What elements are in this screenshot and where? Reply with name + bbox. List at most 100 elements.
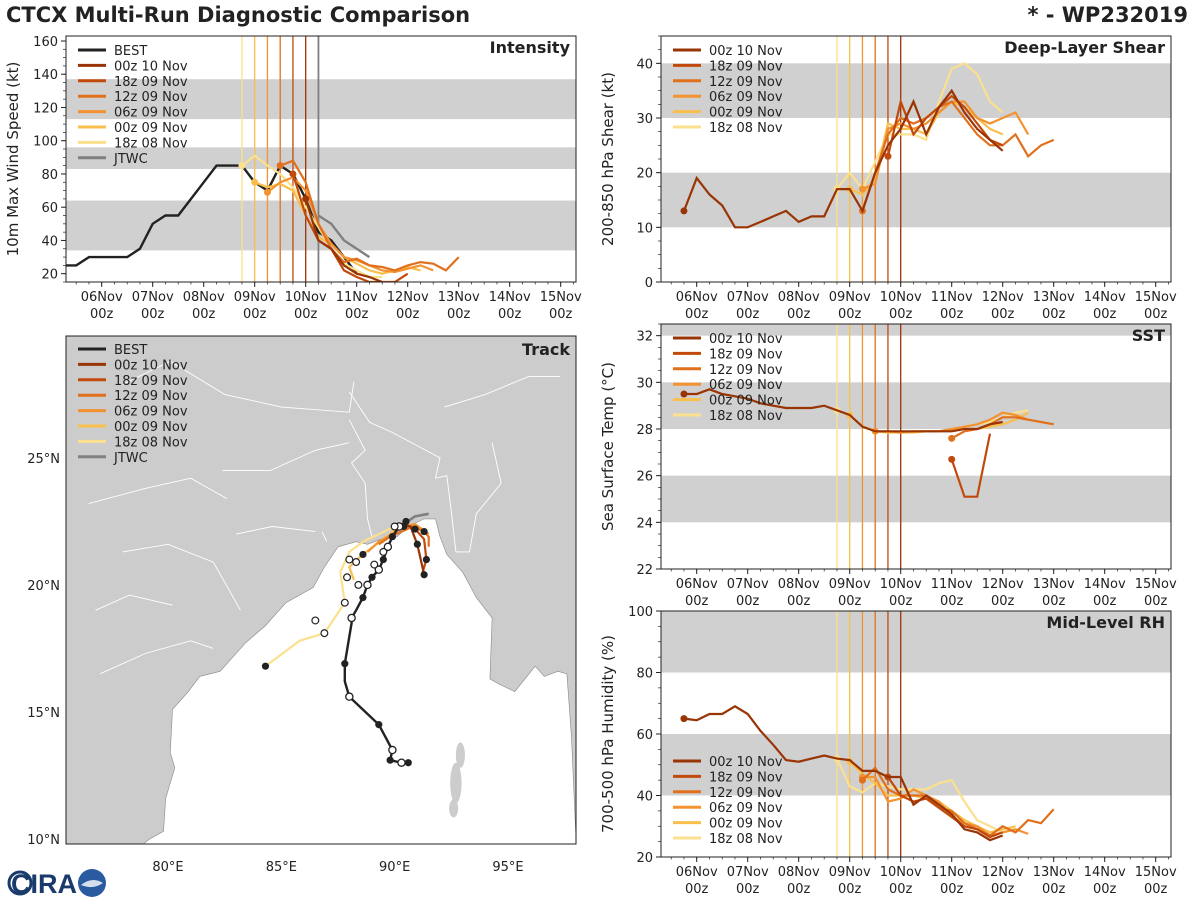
forecast-marker-open xyxy=(379,547,388,556)
legend-entry: 18z 09 Nov xyxy=(709,770,783,785)
y-tick-label: 30 xyxy=(636,376,653,391)
x-tick-label-date: 08Nov xyxy=(778,865,820,880)
legend-entry: 12z 09 Nov xyxy=(709,363,783,378)
y-tick-label: 26 xyxy=(636,470,653,485)
y-tick-label: 160 xyxy=(33,35,58,50)
x-tick-label-date: 11Nov xyxy=(931,290,973,305)
x-tick-label-date: 06Nov xyxy=(81,290,123,305)
country-border xyxy=(444,376,561,408)
forecast-marker-open xyxy=(370,560,379,569)
series-line-12z-09-nov xyxy=(279,159,460,272)
x-tick-label-hour: 00z xyxy=(1093,307,1117,322)
cira-logo: CIRA xyxy=(5,866,115,904)
x-tick-label-hour: 00z xyxy=(991,882,1015,897)
x-tick-label-date: 06Nov xyxy=(676,290,718,305)
forecast-marker-open xyxy=(311,616,320,625)
map-lon-label: 85°E xyxy=(266,860,297,875)
legend-entry: 06z 09 Nov xyxy=(709,90,783,105)
y-tick-label: 20 xyxy=(636,851,653,866)
series-group xyxy=(680,705,1055,842)
y-tick-label: 10 xyxy=(636,221,653,236)
x-tick-label-hour: 00z xyxy=(1144,882,1168,897)
track-marker xyxy=(261,662,270,670)
best-track-marker-open xyxy=(347,613,356,623)
y-tick-label: 60 xyxy=(636,728,653,743)
panel-title: Intensity xyxy=(490,38,571,57)
panel-title: Mid-Level RH xyxy=(1046,613,1165,632)
threshold-band xyxy=(661,324,1171,336)
x-tick-label-date: 10Nov xyxy=(880,290,922,305)
y-tick-label: 120 xyxy=(33,101,58,116)
legend-entry: BEST xyxy=(114,44,147,59)
forecast-marker-open xyxy=(390,522,399,531)
threshold-band xyxy=(661,475,1171,523)
x-tick-label-date: 09Nov xyxy=(829,865,871,880)
island xyxy=(455,742,465,768)
legend-entry: 18z 08 Nov xyxy=(709,409,783,424)
y-axis-label: 200-850 hPa Shear (kt) xyxy=(599,72,617,246)
series-line-00z-10-nov xyxy=(684,388,1003,433)
track-marker xyxy=(420,571,428,579)
x-tick-label-hour: 00z xyxy=(940,594,964,609)
x-tick-label-hour: 00z xyxy=(991,307,1015,322)
forecast-marker-open xyxy=(352,558,361,567)
legend-entry: 00z 10 Nov xyxy=(709,755,783,770)
x-tick-label-hour: 00z xyxy=(345,307,369,322)
map-lat-label: 20°N xyxy=(27,579,60,594)
track-marker xyxy=(422,555,430,564)
x-tick-label-hour: 00z xyxy=(1042,594,1066,609)
threshold-band xyxy=(66,79,576,120)
track-marker xyxy=(411,525,419,533)
y-tick-label: 40 xyxy=(41,234,58,249)
map-layer xyxy=(66,336,576,900)
legend-entry: JTWC xyxy=(113,451,148,466)
y-tick-label: 30 xyxy=(636,112,653,127)
x-tick-label-hour: 00z xyxy=(1042,882,1066,897)
x-tick-label-hour: 00z xyxy=(787,594,811,609)
x-tick-label-date: 08Nov xyxy=(778,577,820,592)
x-tick-label-date: 15Nov xyxy=(540,290,582,305)
best-track-marker-filled xyxy=(386,756,394,764)
legend-entry: 18z 09 Nov xyxy=(709,347,783,362)
country-border xyxy=(122,360,355,413)
legend-entry: 12z 09 Nov xyxy=(709,75,783,90)
series-line-12z-09-nov xyxy=(951,416,1054,440)
x-tick-label-hour: 00z xyxy=(1093,594,1117,609)
series-start-marker xyxy=(238,162,246,170)
x-tick-label-hour: 00z xyxy=(1144,594,1168,609)
series-start-marker xyxy=(948,434,956,442)
series-line-00z-10-nov xyxy=(683,705,1004,842)
y-tick-label: 80 xyxy=(41,168,58,183)
x-tick-label-date: 12Nov xyxy=(982,290,1024,305)
series-start-marker xyxy=(680,207,688,215)
forecast-marker-open xyxy=(340,598,349,607)
map-lat-label: 10°N xyxy=(27,833,60,848)
x-tick-label-hour: 00z xyxy=(736,882,760,897)
sri-lanka-shape xyxy=(166,873,202,900)
legend-entry: 00z 09 Nov xyxy=(709,817,783,832)
x-tick-label-date: 13Nov xyxy=(1033,577,1075,592)
y-axis-label: 10m Max Wind Speed (kt) xyxy=(4,62,22,257)
x-tick-label-hour: 00z xyxy=(889,882,913,897)
island xyxy=(476,892,485,900)
x-tick-label-hour: 00z xyxy=(549,307,573,322)
legend-entry: 18z 09 Nov xyxy=(114,374,188,389)
x-tick-label-date: 07Nov xyxy=(727,290,769,305)
series-start-marker xyxy=(680,390,688,398)
forecast-marker-open xyxy=(320,629,329,638)
x-tick-label-hour: 00z xyxy=(498,307,522,322)
x-tick-label-hour: 00z xyxy=(294,307,318,322)
best-track-marker-filled xyxy=(359,594,367,602)
plot-frame xyxy=(660,323,1172,570)
series-group xyxy=(680,62,1055,229)
series-line-18z-09-nov xyxy=(950,433,992,498)
legend-entry: 06z 09 Nov xyxy=(114,106,188,121)
legend-entry: 06z 09 Nov xyxy=(709,801,783,816)
legend-entry: 00z 09 Nov xyxy=(114,121,188,136)
country-border xyxy=(348,391,457,552)
country-border xyxy=(122,543,241,611)
country-border xyxy=(348,419,373,537)
y-axis-label: Sea Surface Temp (°C) xyxy=(599,362,617,531)
panel-title: SST xyxy=(1132,326,1165,345)
